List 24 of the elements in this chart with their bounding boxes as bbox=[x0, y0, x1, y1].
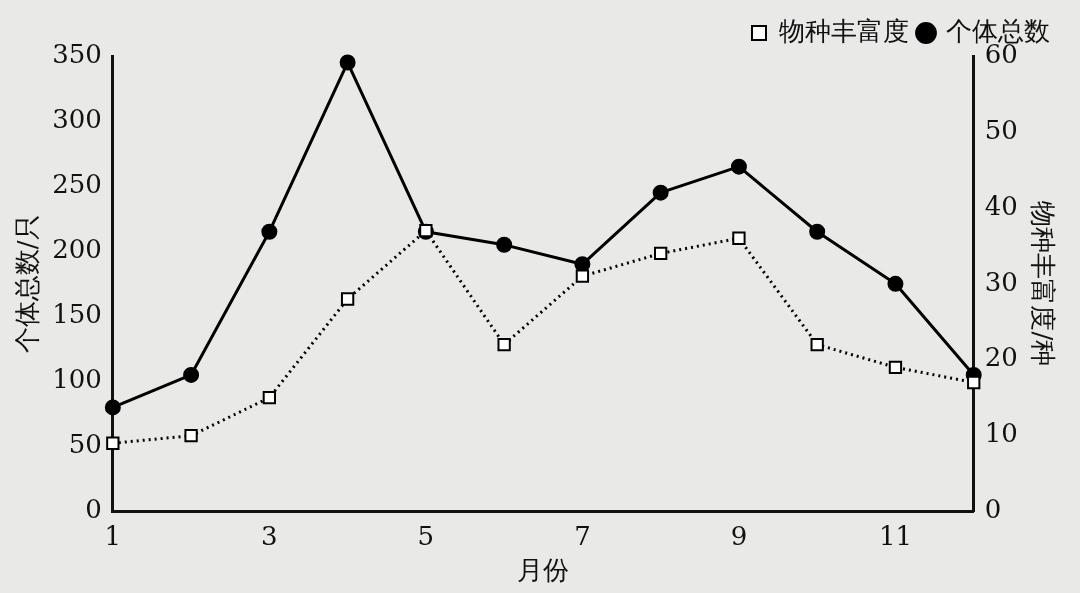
y-tick-label: 100 bbox=[52, 364, 102, 395]
y2-axis-title: 物种丰富度/种 bbox=[1027, 201, 1058, 367]
legend-label: 物种丰富度 bbox=[779, 15, 909, 46]
x-tick-label: 11 bbox=[878, 520, 912, 551]
y-tick-label: 200 bbox=[52, 234, 102, 265]
y-tick-label: 350 bbox=[52, 38, 102, 69]
y2-tick-label: 10 bbox=[984, 418, 1018, 449]
y2-tick-label: 0 bbox=[984, 494, 1002, 525]
x-tick-label: 5 bbox=[417, 520, 435, 551]
x-tick-label: 3 bbox=[261, 520, 278, 551]
y-tick-label: 0 bbox=[85, 494, 102, 525]
y-tick-label: 300 bbox=[52, 103, 102, 134]
x-tick-label: 1 bbox=[104, 520, 122, 551]
y-axis-title: 个体总数/只 bbox=[12, 214, 43, 354]
y-tick-label: 50 bbox=[68, 429, 102, 460]
x-tick-label: 7 bbox=[574, 520, 591, 551]
y2-tick-label: 40 bbox=[984, 190, 1018, 221]
x-tick-label: 9 bbox=[730, 520, 748, 551]
y-tick-label: 250 bbox=[52, 168, 102, 199]
y2-tick-label: 20 bbox=[984, 342, 1018, 373]
y2-tick-label: 50 bbox=[984, 114, 1018, 145]
y2-tick-label: 30 bbox=[984, 266, 1018, 297]
y-tick-label: 150 bbox=[52, 299, 102, 330]
x-axis-title: 月份 bbox=[517, 555, 570, 586]
